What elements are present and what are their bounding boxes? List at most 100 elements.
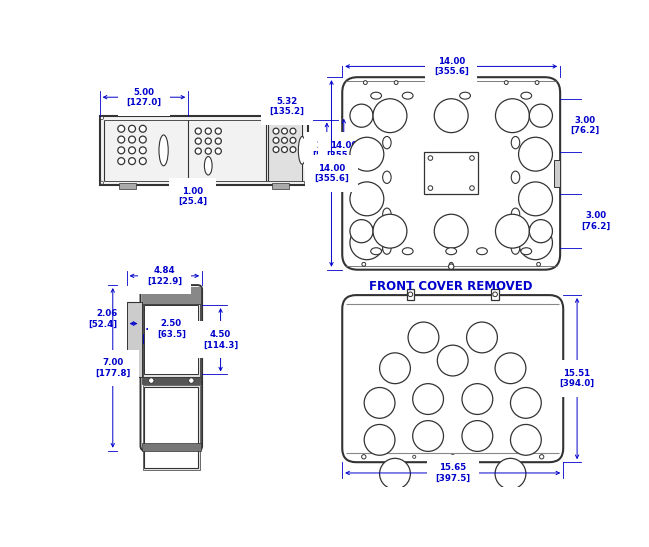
Circle shape: [129, 147, 136, 154]
Circle shape: [428, 156, 433, 160]
Bar: [406, 289, 414, 300]
Circle shape: [117, 125, 125, 132]
FancyBboxPatch shape: [342, 77, 560, 270]
Circle shape: [140, 158, 146, 165]
Circle shape: [117, 147, 125, 154]
Circle shape: [140, 125, 146, 132]
Circle shape: [519, 137, 552, 171]
Circle shape: [535, 80, 539, 84]
Circle shape: [215, 148, 221, 154]
Circle shape: [189, 378, 194, 383]
Circle shape: [273, 128, 279, 134]
Circle shape: [350, 104, 373, 127]
Text: 4.84
[122.9]: 4.84 [122.9]: [147, 266, 182, 286]
Circle shape: [140, 136, 146, 143]
Circle shape: [364, 387, 395, 418]
Circle shape: [373, 99, 407, 132]
Circle shape: [434, 214, 468, 248]
Ellipse shape: [446, 248, 457, 255]
Circle shape: [304, 117, 308, 120]
Ellipse shape: [159, 135, 168, 166]
Text: FRONT COVER REMOVED: FRONT COVER REMOVED: [369, 280, 533, 293]
Circle shape: [394, 80, 398, 84]
Ellipse shape: [371, 92, 382, 99]
Bar: [142, 287, 201, 304]
Circle shape: [448, 77, 454, 83]
Circle shape: [408, 322, 439, 353]
Ellipse shape: [511, 137, 520, 149]
Bar: [144, 387, 198, 468]
Bar: [142, 287, 201, 304]
Circle shape: [408, 489, 439, 520]
Bar: [142, 377, 201, 383]
Bar: [127, 302, 142, 377]
Circle shape: [282, 147, 288, 153]
Text: 14.00
[355.6]: 14.00 [355.6]: [326, 141, 361, 160]
Ellipse shape: [521, 248, 532, 255]
Text: 2.00
[50.8]: 2.00 [50.8]: [312, 141, 341, 160]
Circle shape: [462, 421, 493, 451]
Bar: [272, 183, 289, 189]
Circle shape: [273, 137, 279, 143]
Bar: [491, 289, 499, 300]
Text: 1.00
[25.4]: 1.00 [25.4]: [178, 187, 207, 206]
FancyBboxPatch shape: [342, 295, 563, 462]
Circle shape: [437, 461, 468, 491]
Circle shape: [350, 226, 384, 260]
Circle shape: [450, 455, 455, 459]
Ellipse shape: [383, 242, 391, 254]
Circle shape: [361, 455, 366, 459]
Circle shape: [350, 182, 384, 216]
Circle shape: [117, 158, 125, 165]
Bar: [143, 385, 200, 470]
Ellipse shape: [402, 248, 413, 255]
Circle shape: [380, 353, 410, 383]
Bar: [119, 183, 136, 189]
Circle shape: [362, 263, 366, 266]
Circle shape: [273, 147, 279, 153]
Bar: [143, 304, 200, 377]
Circle shape: [364, 424, 395, 455]
Circle shape: [511, 387, 541, 418]
Text: 14.00
[355.6]: 14.00 [355.6]: [434, 57, 469, 76]
Ellipse shape: [383, 137, 391, 149]
Circle shape: [350, 137, 384, 171]
Circle shape: [519, 226, 552, 260]
Circle shape: [428, 186, 433, 190]
Circle shape: [495, 214, 530, 248]
Circle shape: [493, 292, 497, 296]
Ellipse shape: [383, 208, 391, 220]
Circle shape: [495, 353, 526, 383]
Circle shape: [215, 138, 221, 144]
Text: 3.00
[76.2]: 3.00 [76.2]: [570, 115, 600, 135]
Text: 4.50
[114.3]: 4.50 [114.3]: [203, 330, 238, 350]
Circle shape: [149, 378, 154, 383]
Ellipse shape: [371, 248, 382, 255]
Circle shape: [413, 455, 416, 458]
Circle shape: [519, 182, 552, 216]
Bar: [100, 115, 308, 185]
Text: 3.00
[76.2]: 3.00 [76.2]: [582, 212, 611, 231]
Circle shape: [530, 220, 552, 243]
Circle shape: [380, 458, 410, 489]
Ellipse shape: [299, 137, 306, 164]
Circle shape: [205, 138, 212, 144]
Circle shape: [467, 489, 497, 520]
Circle shape: [504, 80, 508, 84]
Ellipse shape: [383, 171, 391, 183]
Circle shape: [117, 136, 125, 143]
Circle shape: [195, 138, 201, 144]
Circle shape: [511, 424, 541, 455]
Circle shape: [129, 125, 136, 132]
Ellipse shape: [511, 208, 520, 220]
Circle shape: [290, 137, 296, 143]
Circle shape: [215, 128, 221, 134]
Text: 2.50
[63.5]: 2.50 [63.5]: [157, 319, 186, 339]
Circle shape: [282, 128, 288, 134]
Circle shape: [467, 322, 497, 353]
Bar: [342, 160, 349, 187]
Circle shape: [373, 214, 407, 248]
Circle shape: [205, 128, 212, 134]
Circle shape: [290, 147, 296, 153]
Ellipse shape: [402, 92, 413, 99]
